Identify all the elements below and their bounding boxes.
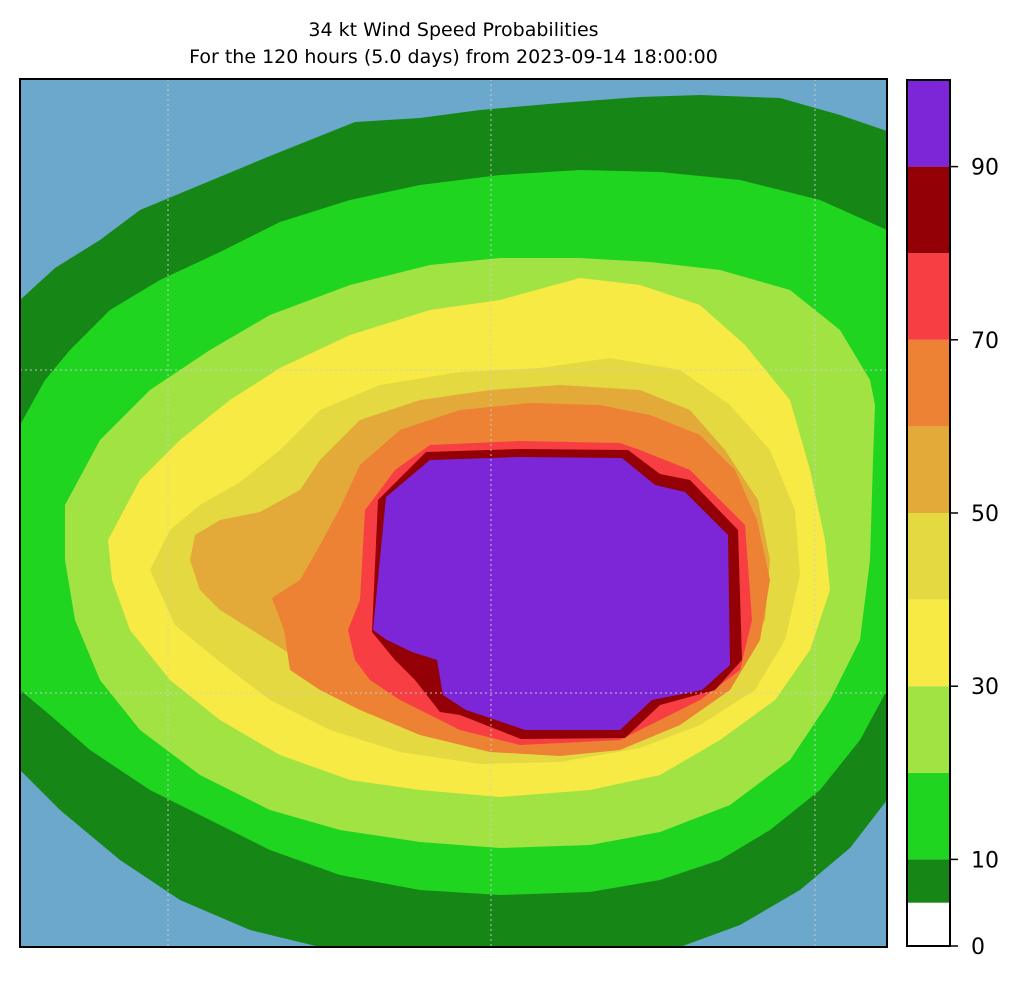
colorbar-segment-90-100 <box>907 80 950 167</box>
colorbar-tick-label: 50 <box>971 502 999 527</box>
colorbar-segment-50-60 <box>907 426 950 513</box>
colorbar-tick-label: 10 <box>971 848 999 873</box>
colorbar-segment-30-40 <box>907 599 950 687</box>
colorbar-segment-60-70 <box>907 339 950 427</box>
colorbar-segment-80-90 <box>907 166 950 254</box>
chart-subtitle: For the 120 hours (5.0 days) from 2023-0… <box>189 46 718 68</box>
colorbar: 0 10 30 50 70 90 <box>906 79 999 960</box>
contour-90-100 <box>373 457 730 730</box>
colorbar-tick-label: 0 <box>971 935 985 960</box>
colorbar-segment-70-80 <box>907 253 950 340</box>
plot-frame <box>19 78 888 948</box>
colorbar-segment-20-30 <box>907 686 950 773</box>
colorbar-segment-40-50 <box>907 513 950 600</box>
colorbar-tick-label: 70 <box>971 329 999 354</box>
colorbar-segment-5-10 <box>907 859 950 903</box>
colorbar-segment-10-20 <box>907 772 950 860</box>
colorbar-tick-label: 90 <box>971 156 999 181</box>
colorbar-tick-label: 30 <box>971 675 999 700</box>
chart-title: 34 kt Wind Speed Probabilities <box>308 19 599 41</box>
colorbar-segment-0-5 <box>907 902 950 946</box>
